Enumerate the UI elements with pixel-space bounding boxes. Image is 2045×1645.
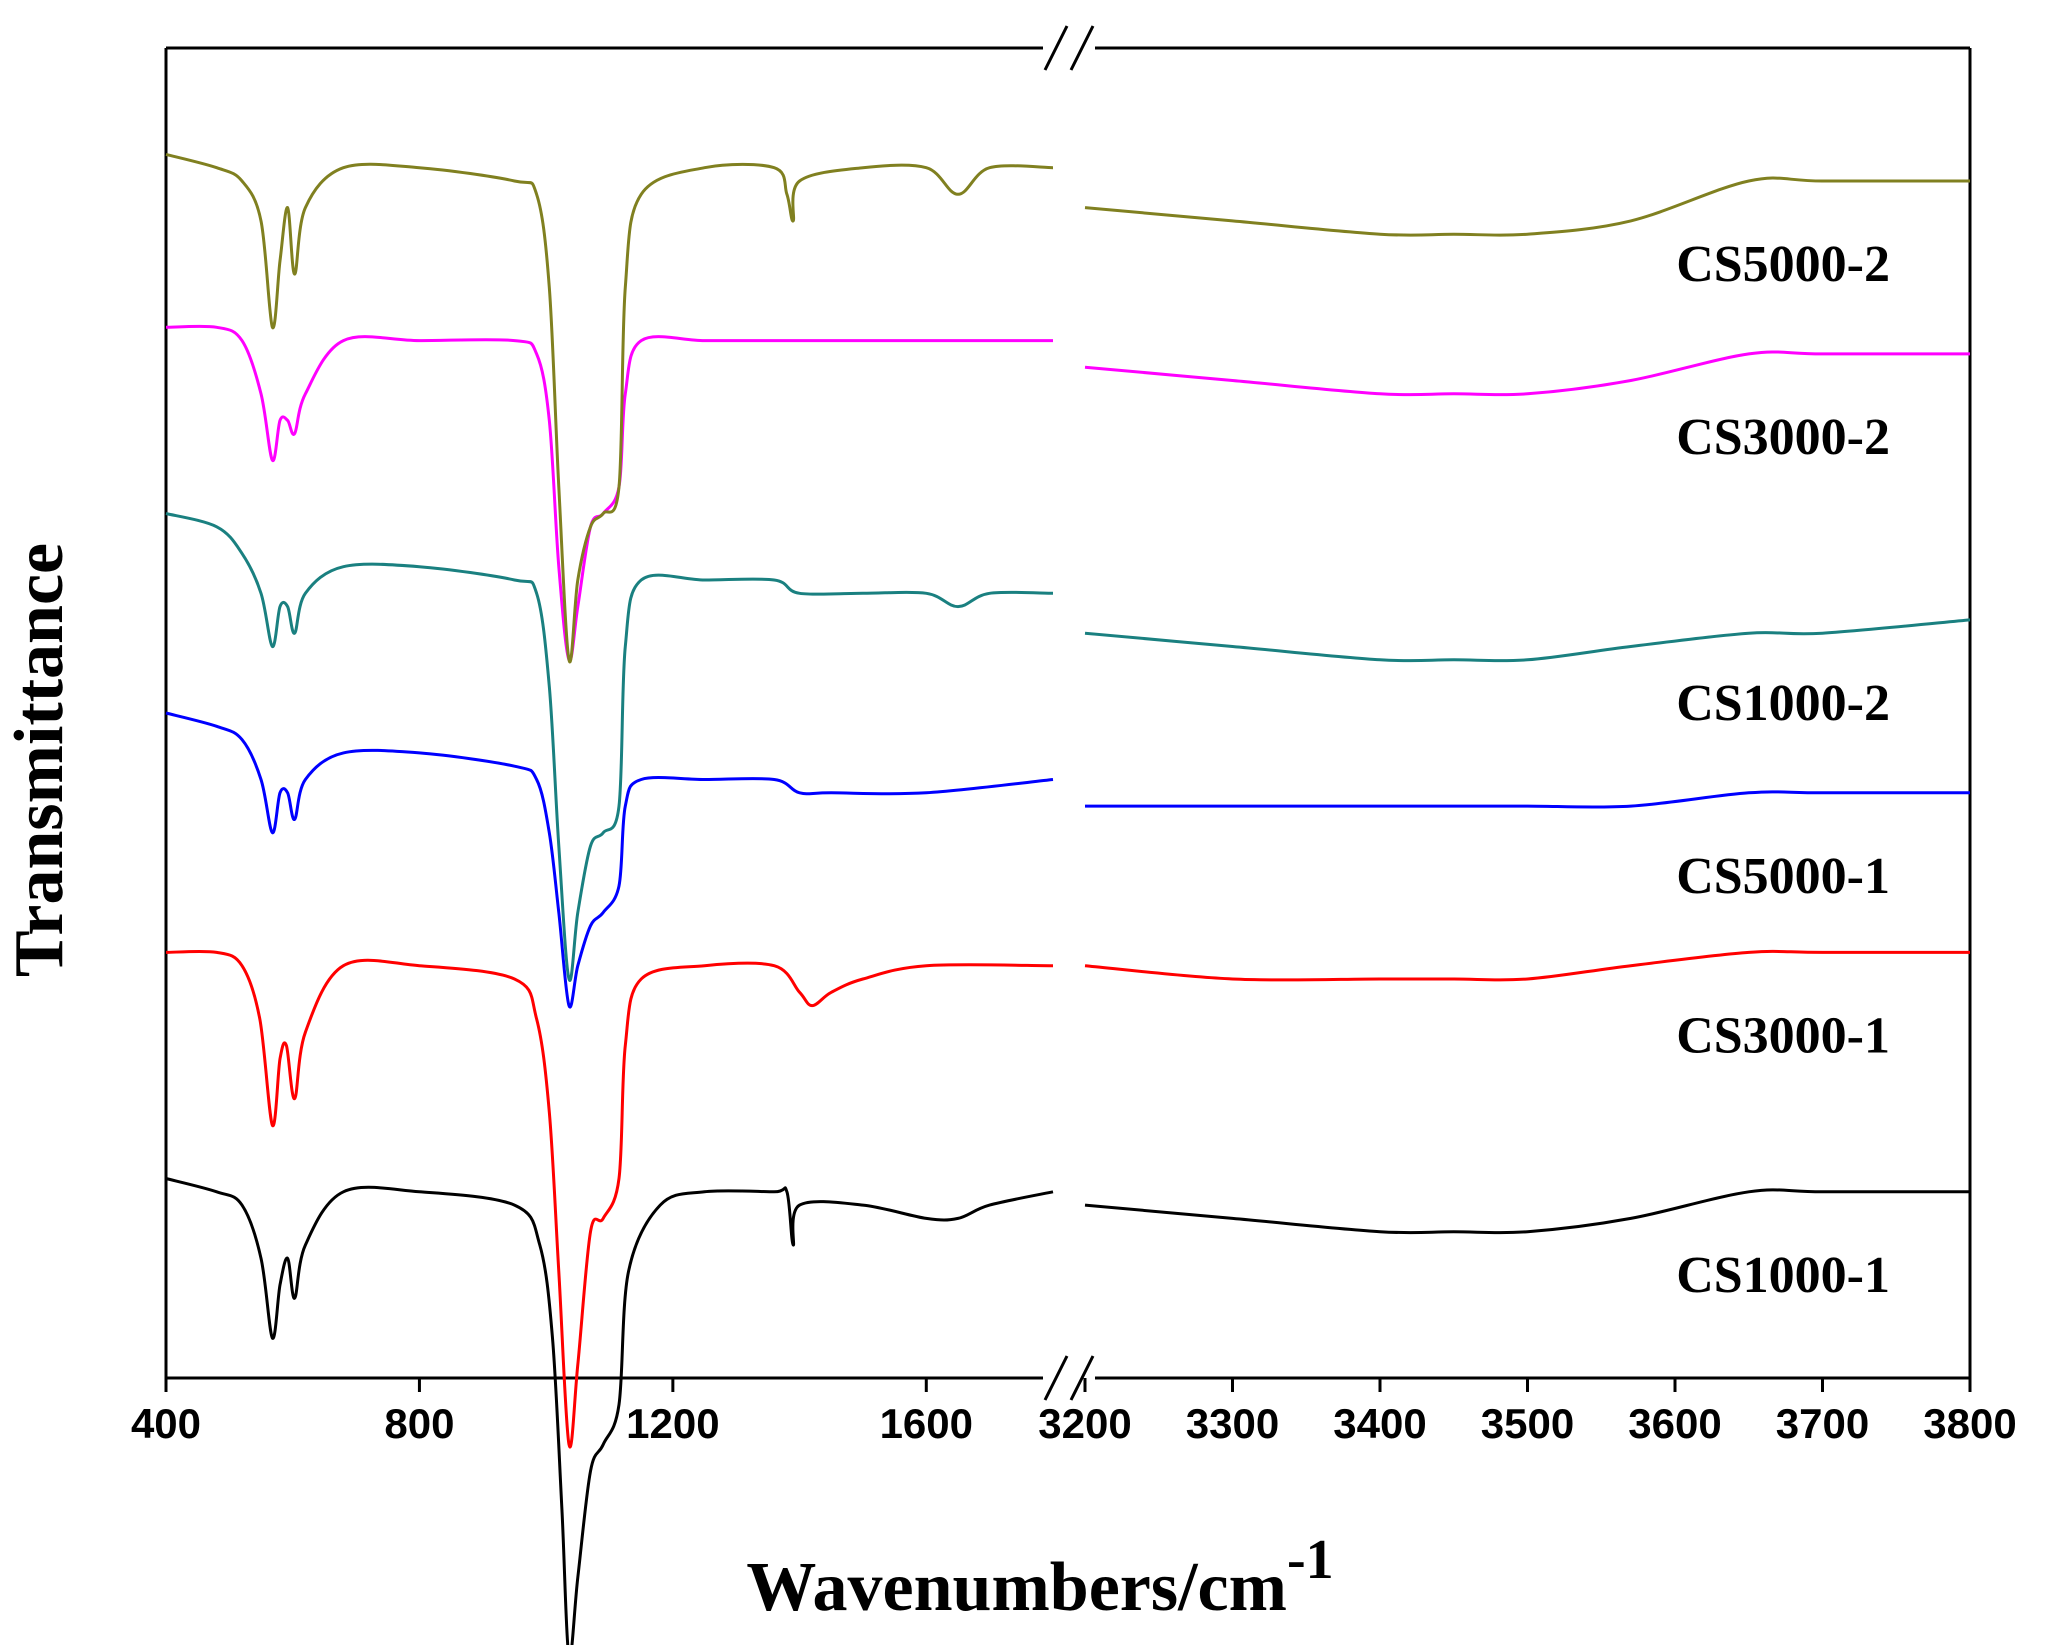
x-tick-label-1600: 1600	[880, 1400, 973, 1447]
series-CS1000-1	[165, 1177, 1970, 1645]
series-line-right-CS5000-2	[1084, 176, 1970, 237]
series-line-right-CS5000-1	[1085, 790, 1970, 809]
x-tick-label-3200: 3200	[1038, 1400, 1131, 1447]
break-mark-bottom-1	[1043, 1355, 1069, 1401]
series-layer	[165, 152, 1971, 1645]
labels-layer: CS1000-1 CS3000-1 CS5000-1 CS1000-2 CS3000-2…	[1676, 236, 1890, 1304]
series-line-left-CS5000-1	[165, 711, 1054, 1009]
series-line-left-CS1000-1	[165, 1177, 1054, 1645]
x-tick-label-1200: 1200	[626, 1400, 719, 1447]
x-axis-label-main: Wavenumbers/cm	[746, 1549, 1287, 1626]
series-line-right-CS1000-2	[1084, 618, 1971, 663]
series-CS5000-1	[165, 711, 1970, 1009]
x-tick-label-800: 800	[384, 1400, 454, 1447]
series-CS3000-2	[165, 324, 1970, 662]
x-tick-label-3800: 3800	[1923, 1400, 2016, 1447]
y-axis-label: Transmittance	[1, 543, 78, 977]
series-line-left-CS3000-2	[165, 324, 1053, 662]
series-label-CS5000-1: CS5000-1	[1676, 848, 1890, 905]
x-axis-label-superscript: -1	[1287, 1529, 1334, 1591]
series-label-CS3000-2: CS3000-2	[1676, 409, 1890, 466]
series-label-CS1000-2: CS1000-2	[1676, 675, 1890, 732]
x-tick-label-3600: 3600	[1628, 1400, 1721, 1447]
break-mark-bottom-2	[1069, 1355, 1095, 1401]
x-axis-label: Wavenumbers/cm-1	[746, 1529, 1333, 1626]
series-CS5000-2	[165, 152, 1970, 664]
series-label-CS3000-1: CS3000-1	[1676, 1007, 1890, 1064]
series-label-CS1000-1: CS1000-1	[1676, 1247, 1890, 1304]
x-tick-label-3700: 3700	[1776, 1400, 1869, 1447]
break-mark-top-2	[1069, 25, 1095, 71]
break-mark-top-1	[1043, 25, 1069, 71]
series-line-left-CS3000-1	[165, 949, 1054, 1449]
series-line-right-CS1000-1	[1084, 1188, 1970, 1235]
series-line-right-CS3000-1	[1084, 949, 1970, 982]
series-CS3000-1	[165, 949, 1970, 1449]
ticks-layer: 400 800 1200 1600 3200 3300 3400 3500 3600 3700 38…	[131, 1378, 2017, 1447]
x-tick-label-3500: 3500	[1481, 1400, 1574, 1447]
x-tick-label-3300: 3300	[1186, 1400, 1279, 1447]
series-line-right-CS3000-2	[1084, 350, 1970, 397]
x-tick-label-3400: 3400	[1333, 1400, 1426, 1447]
series-CS1000-2	[165, 512, 1971, 982]
x-tick-label-400: 400	[131, 1400, 201, 1447]
series-line-left-CS1000-2	[165, 512, 1054, 982]
series-line-left-CS5000-2	[165, 152, 1054, 664]
series-label-CS5000-2: CS5000-2	[1676, 236, 1890, 293]
